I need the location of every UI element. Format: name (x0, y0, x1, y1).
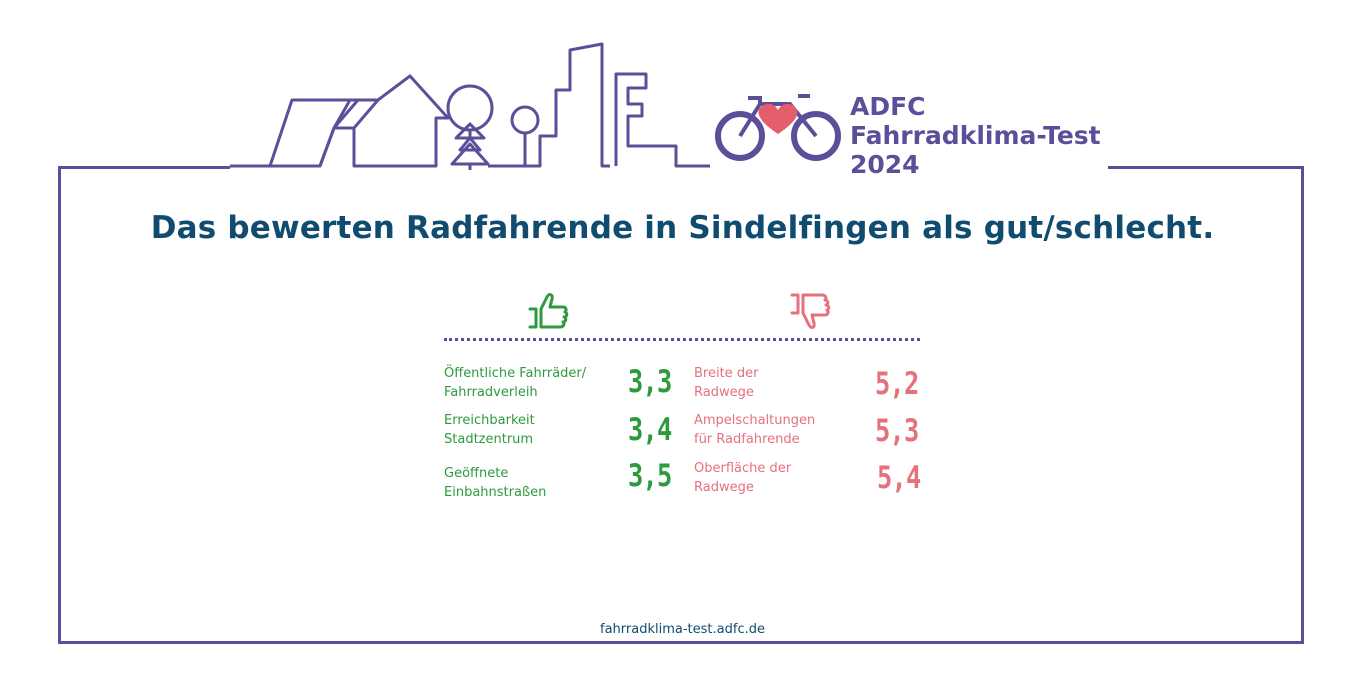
good-item-3-label: Geöffnete Einbahnstraßen (444, 464, 546, 502)
good-item-2-line2: Stadtzentrum (444, 432, 534, 447)
page-title: Das bewerten Radfahrende in Sindelfingen… (150, 210, 1215, 246)
good-item-1-line1: Öffentliche Fahrräder/ (444, 366, 587, 381)
frame-gap (230, 160, 1108, 172)
separator-dotted-line (444, 338, 920, 341)
footer-url-link[interactable]: fahrradklima-test.adfc.de (600, 622, 765, 637)
bad-item-2-label: Ampelschaltungen für Radfahrende (694, 411, 815, 449)
good-item-2-score: 3,4 (628, 412, 672, 448)
bad-item-1-score: 5,2 (875, 366, 919, 402)
brand-line-1: ADFC (850, 92, 926, 121)
bad-item-1-line1: Breite der (694, 366, 759, 381)
bad-item-2-score: 5,3 (875, 413, 919, 449)
brand-wordmark: ADFC Fahrradklima-Test 2024 (850, 92, 1101, 179)
bad-item-3-line2: Radwege (694, 480, 754, 495)
brand-line-3: 2024 (850, 150, 920, 179)
good-item-1-label: Öffentliche Fahrräder/ Fahrradverleih (444, 364, 586, 402)
bad-item-1-label: Breite der Radwege (694, 364, 758, 402)
thumbs-down-icon (790, 293, 831, 329)
brand-line-2: Fahrradklima-Test (850, 121, 1101, 150)
bad-item-2-line2: für Radfahrende (694, 432, 800, 447)
bad-item-1-line2: Radwege (694, 385, 754, 400)
bad-item-3-label: Oberfläche der Radwege (694, 459, 791, 497)
good-item-1-line2: Fahrradverleih (444, 385, 538, 400)
bad-item-3-line1: Oberfläche der (694, 461, 792, 476)
good-item-3-line2: Einbahnstraßen (444, 485, 547, 500)
bad-item-2-line1: Ampelschaltungen (694, 413, 816, 428)
good-item-2-line1: Erreichbarkeit (444, 413, 535, 428)
good-item-2-label: Erreichbarkeit Stadtzentrum (444, 411, 535, 449)
city-skyline-icon (230, 42, 841, 170)
thumbs-up-icon (528, 293, 569, 329)
good-item-3-line1: Geöffnete (444, 466, 509, 481)
good-item-1-score: 3,3 (628, 364, 672, 400)
good-item-3-score: 3,5 (628, 458, 672, 494)
bad-item-3-score: 5,4 (877, 460, 921, 496)
